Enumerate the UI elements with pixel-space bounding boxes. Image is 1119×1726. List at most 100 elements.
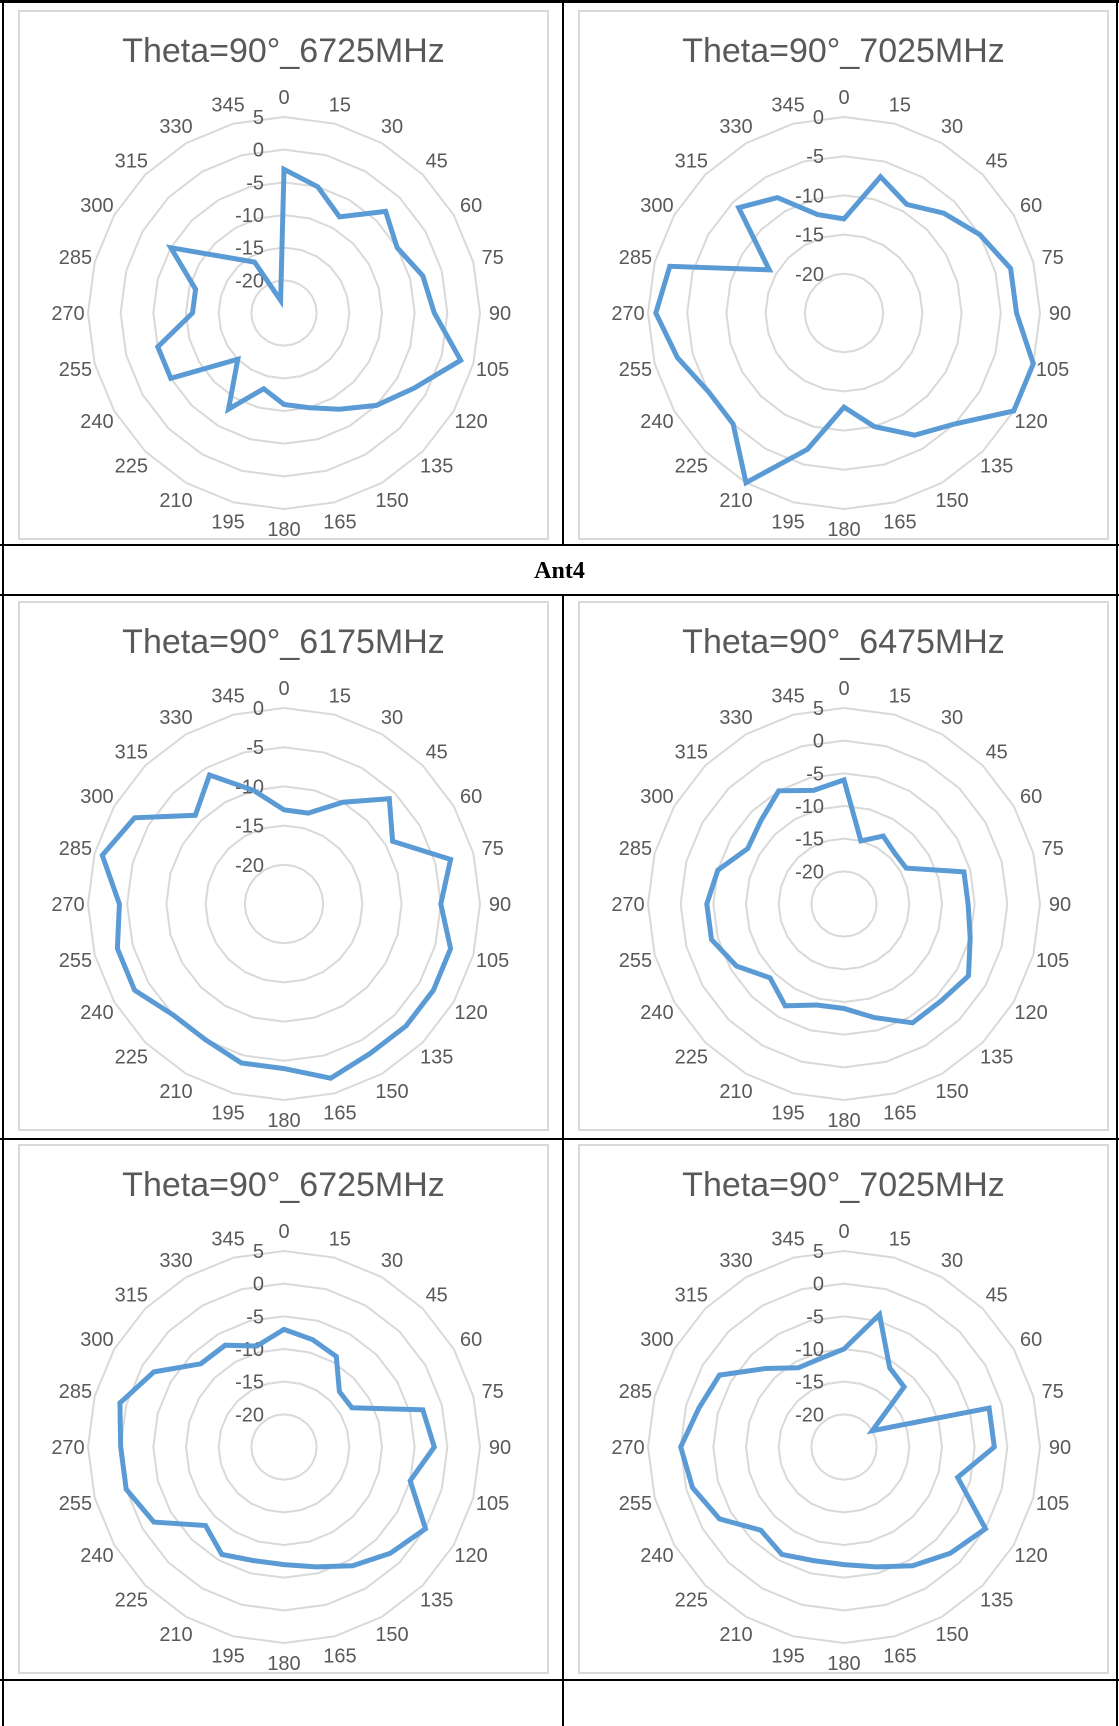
radial-tick-label: -5	[806, 1306, 824, 1328]
angle-tick-label: 45	[986, 741, 1008, 763]
angle-tick-label: 165	[323, 1646, 356, 1668]
angle-tick-label: 165	[883, 1646, 916, 1668]
grid-ring	[744, 804, 944, 1004]
angle-tick-label: 255	[619, 950, 652, 972]
angle-tick-label: 30	[381, 116, 403, 138]
radial-tick-label: -20	[795, 1404, 824, 1426]
grid-ring	[777, 1380, 911, 1514]
angle-tick-label: 270	[51, 303, 84, 325]
angle-tick-label: 15	[889, 685, 911, 707]
chart-cell-6: Theta=90°_7025MHz 0 15 30 45 60 75 90 105 120 135…	[578, 1144, 1109, 1674]
angle-tick-label: 120	[454, 411, 487, 433]
table-rule-mid-b	[562, 594, 564, 1726]
polar-chart: 0 15 30 45 60 75 90 105 120 135 150 165 180 195 210 225…	[51, 87, 511, 540]
angle-tick-label: 0	[278, 1221, 289, 1243]
angle-tick-label: 45	[426, 1284, 448, 1306]
chart-title: Theta=90°_6725MHz	[122, 1166, 445, 1204]
radial-tick-label: -5	[806, 763, 824, 785]
angle-tick-label: 270	[51, 1437, 84, 1459]
angle-tick-label: 345	[211, 94, 244, 116]
angle-tick-label: 150	[375, 1081, 408, 1103]
angle-tick-label: 195	[211, 1646, 244, 1668]
radial-tick-label: -10	[795, 1339, 824, 1361]
angle-tick-label: 300	[640, 786, 673, 808]
table-rule-mid-a	[562, 0, 564, 546]
grid-ring	[119, 148, 449, 478]
angle-tick-label: 225	[115, 1047, 148, 1069]
angle-tick-label: 315	[675, 741, 708, 763]
grid-ring	[679, 1282, 1009, 1612]
angle-tick-label: 105	[476, 950, 509, 972]
angle-tick-label: 75	[1041, 1381, 1063, 1403]
angle-tick-label: 30	[941, 1250, 963, 1272]
angle-tick-label: 135	[420, 1590, 453, 1612]
radial-tick-label: -20	[795, 264, 824, 286]
angle-tick-label: 240	[640, 411, 673, 433]
radial-tick-label: 0	[253, 140, 264, 162]
grid-ring	[712, 772, 976, 1036]
angle-tick-label: 0	[838, 678, 849, 700]
angle-tick-label: 330	[719, 116, 752, 138]
table-rule-2	[0, 594, 1119, 596]
chart-frame	[18, 10, 549, 540]
chart-cell-4: Theta=90°_6475MHz 0 15 30 45 60 75 90 105 120 135…	[578, 601, 1109, 1131]
angle-tick-label: 90	[489, 894, 511, 916]
angle-tick-label: 180	[267, 1110, 300, 1131]
table-rule-1	[0, 544, 1119, 546]
grid-ring	[646, 706, 1042, 1102]
angle-tick-label: 285	[619, 838, 652, 860]
grid-ring	[646, 115, 1042, 511]
angle-tick-label: 75	[1041, 838, 1063, 860]
angle-tick-label: 135	[420, 456, 453, 478]
radial-tick-label: -20	[795, 861, 824, 883]
grid-ring	[217, 1380, 351, 1514]
chart-cell-3: Theta=90°_6175MHz 0 15 30 45 60 75 90 105 120 135…	[18, 601, 549, 1131]
angle-tick-label: 195	[771, 1646, 804, 1668]
angle-tick-label: 165	[883, 512, 916, 534]
grid-ring	[646, 1249, 1042, 1645]
angle-tick-label: 15	[329, 94, 351, 116]
angle-tick-label: 90	[489, 303, 511, 325]
polar-chart: 0 15 30 45 60 75 90 105 120 135 150 165 180 195 210 225…	[51, 1221, 511, 1674]
polar-chart: 0 15 30 45 60 75 90 105 120 135 150 165 180 195 210 225…	[611, 678, 1071, 1131]
angle-tick-label: 105	[1036, 1493, 1069, 1515]
grid-ring	[86, 1249, 482, 1645]
angle-tick-label: 135	[980, 456, 1013, 478]
radial-tick-label: -10	[795, 796, 824, 818]
angle-tick-label: 30	[381, 1250, 403, 1272]
angle-tick-label: 90	[1049, 1437, 1071, 1459]
angle-tick-label: 150	[375, 490, 408, 512]
grid-ring	[243, 863, 325, 945]
radial-tick-label: 0	[813, 1274, 824, 1296]
angle-tick-label: 0	[838, 1221, 849, 1243]
angle-tick-label: 180	[267, 1653, 300, 1674]
angle-tick-label: 195	[771, 1103, 804, 1125]
angle-tick-label: 90	[1049, 303, 1071, 325]
angle-tick-label: 285	[59, 838, 92, 860]
radial-tick-label: -5	[246, 1306, 264, 1328]
angle-tick-label: 330	[159, 707, 192, 729]
chart-title: Theta=90°_6175MHz	[122, 623, 445, 661]
angle-tick-label: 210	[719, 490, 752, 512]
radial-tick-label: -20	[235, 855, 264, 877]
angle-tick-label: 315	[115, 150, 148, 172]
angle-tick-label: 30	[381, 707, 403, 729]
radial-tick-label: -20	[235, 1404, 264, 1426]
grid-ring	[725, 194, 963, 432]
angle-tick-label: 150	[375, 1624, 408, 1646]
radial-tick-label: 5	[253, 107, 264, 129]
table-rule-3	[0, 1138, 1119, 1140]
angle-tick-label: 285	[619, 247, 652, 269]
radial-tick-label: 0	[813, 731, 824, 753]
angle-tick-label: 45	[986, 150, 1008, 172]
series-line	[117, 1326, 438, 1570]
angle-tick-label: 195	[211, 512, 244, 534]
grid-ring	[250, 279, 318, 347]
radial-tick-label: -15	[795, 225, 824, 247]
chart-cell-2: Theta=90°_7025MHz 0 15 30 45 60 75 90 105 120 135…	[578, 10, 1109, 540]
section-label: Ant4	[534, 558, 585, 584]
angle-tick-label: 105	[1036, 359, 1069, 381]
angle-tick-label: 75	[481, 1381, 503, 1403]
angle-tick-label: 285	[59, 1381, 92, 1403]
angle-tick-label: 315	[115, 741, 148, 763]
